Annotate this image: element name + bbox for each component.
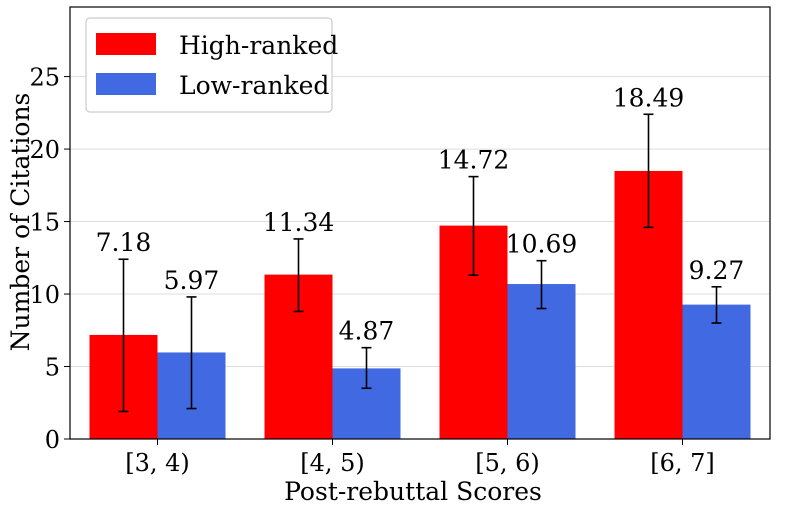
x-tick-label: [3, 4) (125, 449, 190, 477)
data-label-low-ranked: 4.87 (339, 317, 395, 346)
y-tick-label: 0 (45, 426, 60, 454)
y-tick-label: 10 (29, 281, 60, 309)
bars (89, 170, 751, 440)
y-tick-label: 25 (29, 64, 60, 92)
x-tick-label: [5, 6) (475, 449, 540, 477)
y-axis-ticks: 0 5 10 15 20 25 (29, 64, 70, 454)
plot-frame (69, 6, 771, 440)
data-label-low-ranked: 9.27 (689, 256, 745, 285)
x-axis-label: Post-rebuttal Scores (284, 477, 542, 506)
data-label-high-ranked: 7.18 (96, 228, 152, 257)
error-bars (118, 113, 722, 413)
data-label-low-ranked: 5.97 (164, 266, 220, 295)
x-axis-ticks: [3, 4) [4, 5) [5, 6) [6, 7] (125, 439, 715, 477)
y-tick-label: 20 (29, 136, 60, 164)
y-tick-label: 5 (45, 354, 60, 382)
data-label-low-ranked: 10.69 (506, 230, 578, 259)
data-label-high-ranked: 11.34 (263, 208, 335, 237)
x-tick-label: [4, 5) (300, 449, 365, 477)
legend-swatch-low-ranked (96, 73, 156, 95)
bar-low-ranked (507, 284, 576, 439)
legend-label-high-ranked: High-ranked (179, 31, 338, 60)
legend-swatch-high-ranked (96, 33, 156, 55)
y-tick-label: 15 (29, 209, 60, 237)
data-labels: 7.18 5.97 11.34 4.87 14.72 10.69 18.49 9.27 (96, 83, 745, 345)
legend-label-low-ranked: Low-ranked (179, 71, 329, 100)
bar-low-ranked (682, 304, 751, 439)
legend: High-ranked Low-ranked (85, 17, 338, 113)
data-label-high-ranked: 14.72 (438, 146, 510, 175)
data-label-high-ranked: 18.49 (613, 83, 685, 112)
y-axis-label: Number of Citations (6, 93, 35, 352)
x-tick-label: [6, 7] (650, 449, 715, 477)
